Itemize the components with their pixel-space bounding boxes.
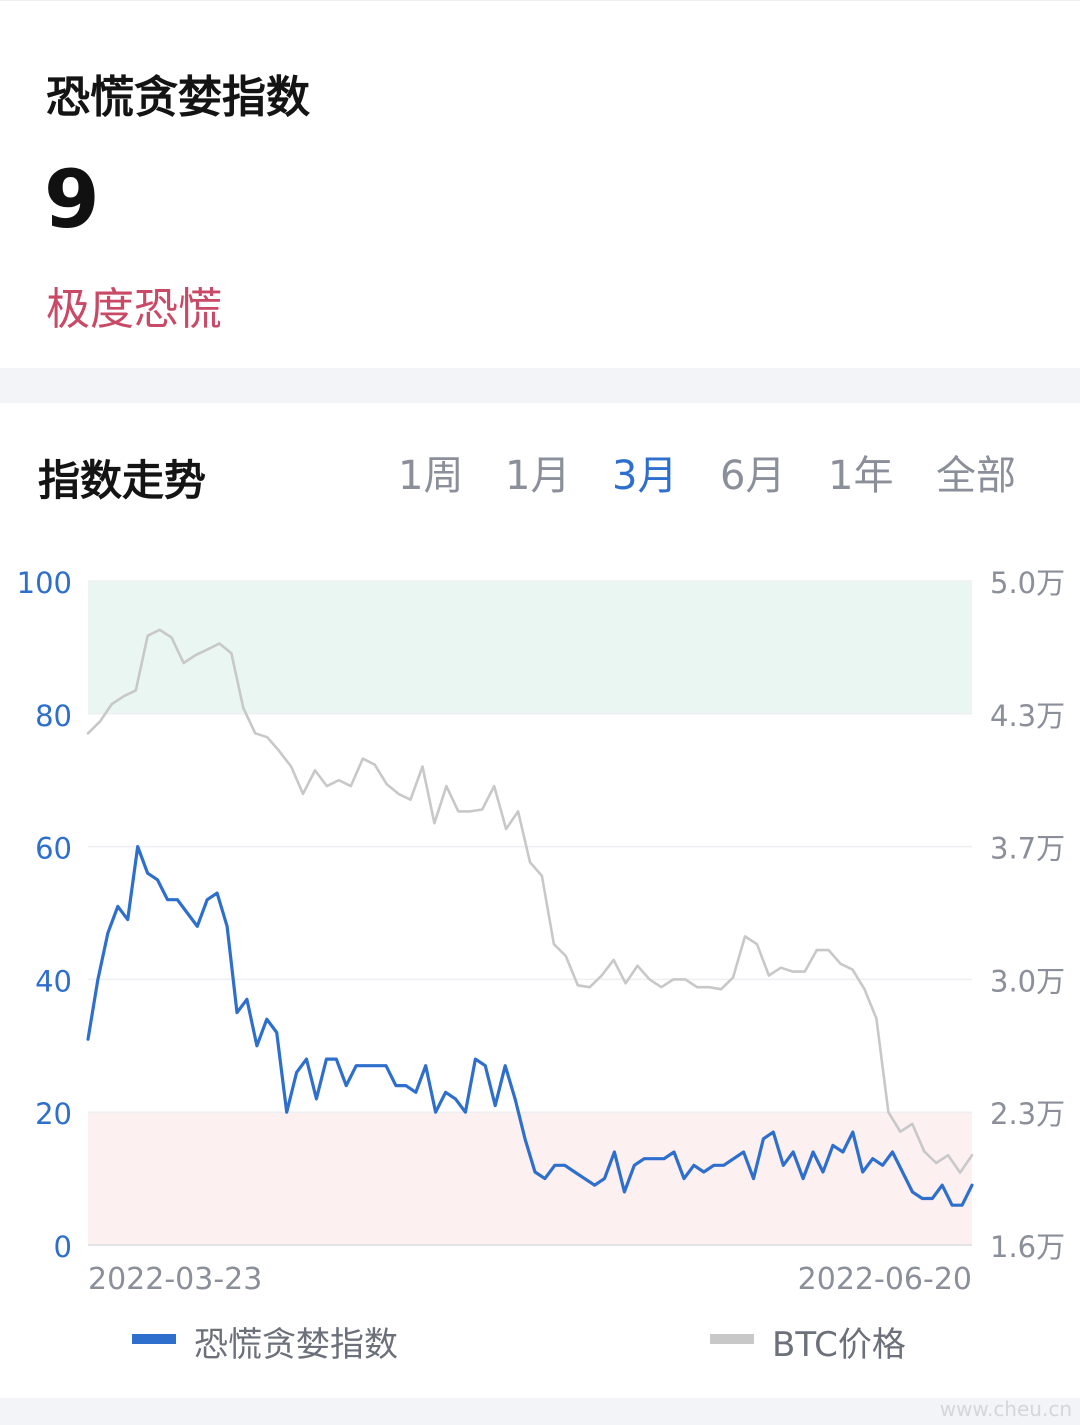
trend-card: 指数走势 1周 1月 3月 6月 1年 全部 0 1.6万 20 2.3万 40 3.0万 60 3.7…	[0, 403, 1080, 1398]
left-tick-label: 20	[35, 1097, 72, 1131]
series-line-1	[86, 628, 974, 1175]
left-tick-label: 80	[35, 699, 72, 733]
tab-range-2[interactable]: 3月	[612, 453, 678, 499]
x-tick-label-end: 2022-06-20	[798, 1262, 972, 1297]
legend-btc-swatch	[710, 1334, 754, 1344]
tab-range-1[interactable]: 1月	[505, 453, 571, 499]
right-tick-label: 3.0万	[990, 964, 1065, 998]
left-tick-label: 100	[17, 566, 72, 600]
right-tick-label: 2.3万	[990, 1097, 1065, 1131]
tab-range-4[interactable]: 1年	[828, 453, 894, 499]
trend-chart: 0 1.6万 20 2.3万 40 3.0万 60 3.7万 80 4.3万 100 5.0万 2022…	[17, 566, 1065, 1297]
tab-range-3[interactable]: 6月	[720, 453, 786, 499]
right-tick-label: 5.0万	[990, 566, 1065, 600]
legend-fear-swatch	[132, 1334, 176, 1344]
index-value: 9	[44, 153, 100, 246]
series-line-0	[86, 845, 974, 1207]
index-summary-card: 恐慌贪婪指数 9 极度恐慌	[0, 0, 1080, 368]
trend-title: 指数走势	[38, 456, 207, 505]
right-tick-label: 1.6万	[990, 1230, 1065, 1264]
legend-btc-label: BTC价格	[772, 1325, 906, 1365]
tab-range-5[interactable]: 全部	[936, 453, 1016, 499]
right-tick-label: 3.7万	[990, 832, 1065, 866]
left-tick-label: 40	[35, 964, 72, 998]
page-title: 恐慌贪婪指数	[46, 72, 310, 123]
left-tick-label: 0	[54, 1230, 72, 1264]
watermark: www.cheu.cn	[939, 1397, 1072, 1421]
band-0	[88, 581, 972, 714]
legend-fear-label: 恐慌贪婪指数	[194, 1325, 398, 1365]
right-tick-label: 4.3万	[990, 699, 1065, 733]
x-tick-label-start: 2022-03-23	[88, 1262, 262, 1297]
tab-range-0[interactable]: 1周	[398, 453, 464, 499]
band-1	[88, 1112, 972, 1245]
index-status: 极度恐慌	[46, 284, 222, 335]
left-tick-label: 60	[35, 832, 72, 866]
